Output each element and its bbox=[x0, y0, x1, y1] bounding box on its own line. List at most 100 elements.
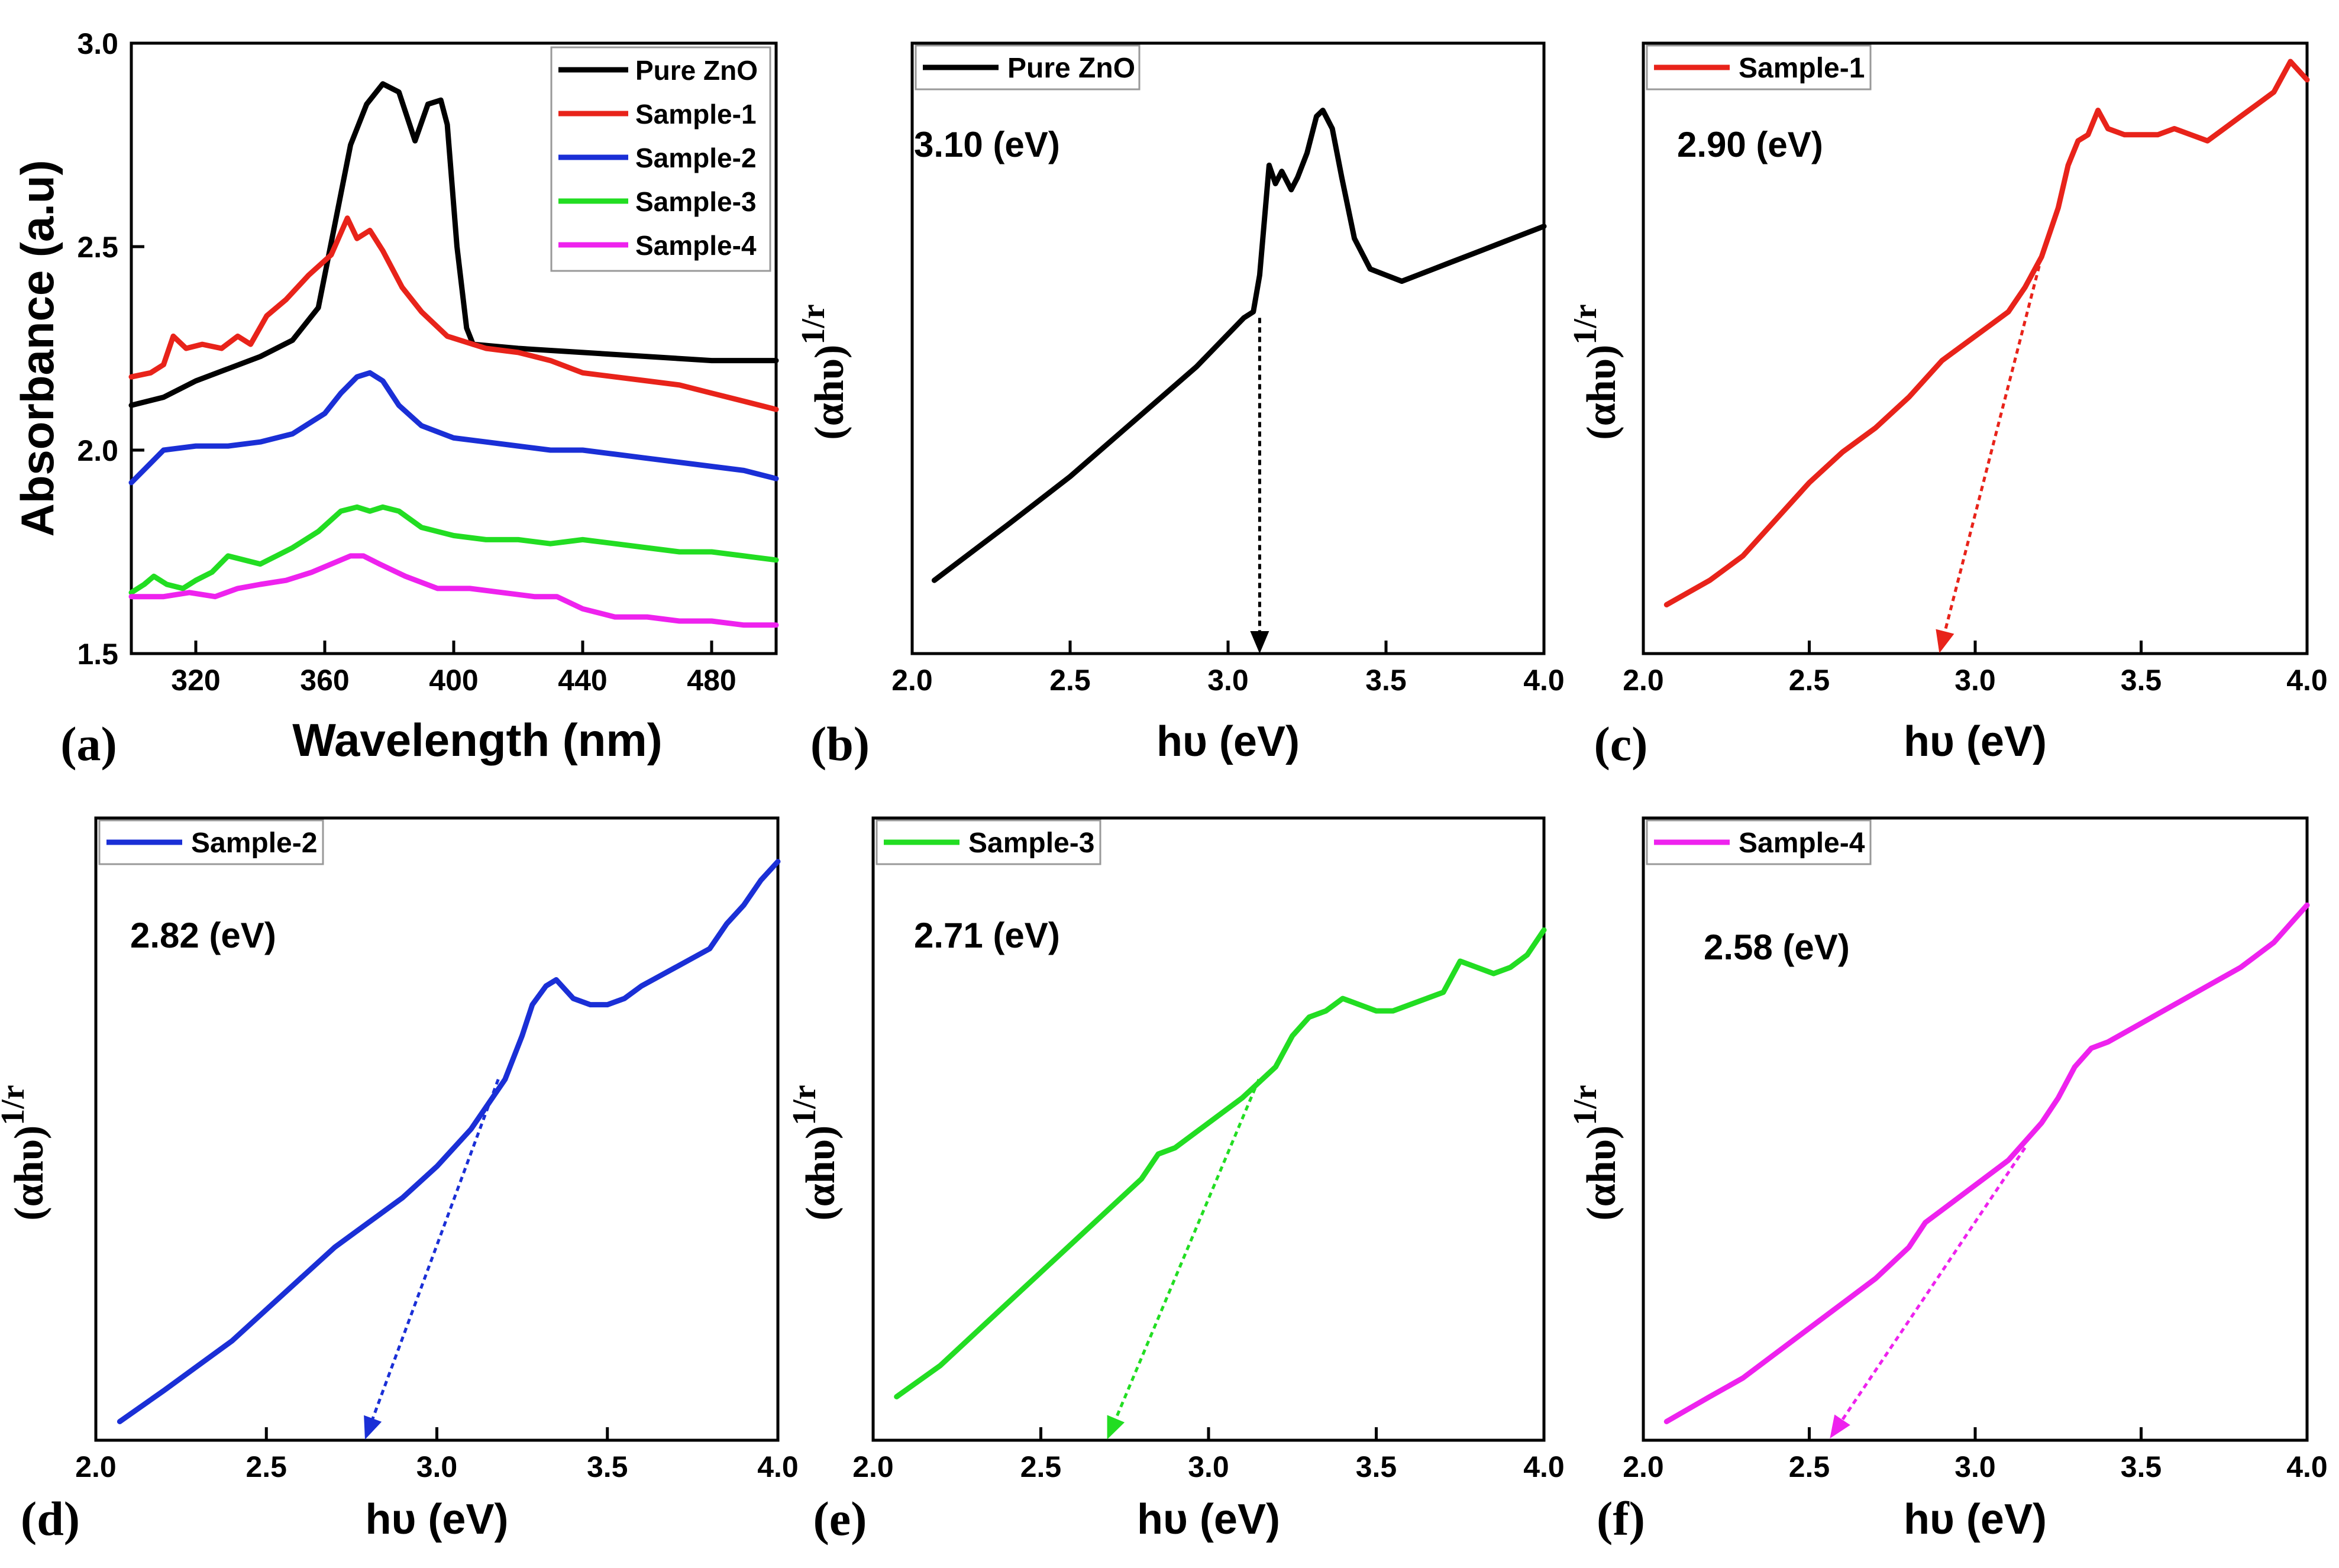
panel-a: 320 360 400 440 480 1.5 2.0 2.5 3.0 Pure ZnO Sampl… bbox=[11, 27, 779, 771]
x-tick-label: 2.5 bbox=[245, 1450, 287, 1483]
plot-frame bbox=[1642, 816, 2309, 1442]
y-axis-label-exponent: 1/r bbox=[786, 1085, 823, 1125]
legend-box bbox=[1646, 44, 1872, 90]
x-tick-label: 2.5 bbox=[1020, 1450, 1062, 1483]
series-line-sample-3 bbox=[894, 927, 1547, 1399]
x-axis-label: Wavelength (nm) bbox=[292, 714, 662, 766]
x-tick-label: 2.0 bbox=[75, 1450, 117, 1483]
legend-label: Sample-4 bbox=[635, 230, 757, 261]
x-axis-label: hυ (eV) bbox=[1156, 718, 1300, 765]
x-tick-label: 3.5 bbox=[1365, 664, 1407, 697]
series-line-sample-4 bbox=[128, 553, 779, 628]
series-line-pure-zno bbox=[931, 108, 1547, 583]
x-axis-label: hυ (eV) bbox=[366, 1496, 509, 1543]
x-tick-label: 3.5 bbox=[2121, 1450, 2162, 1483]
panel-label: (a) bbox=[60, 717, 117, 771]
y-axis-label-exponent: 1/r bbox=[1567, 1085, 1604, 1125]
x-tick-label: 440 bbox=[558, 664, 607, 697]
series-line-sample-3 bbox=[128, 504, 779, 596]
x-axis-label: hυ (eV) bbox=[1137, 1496, 1280, 1543]
legend-label: Sample-1 bbox=[1739, 53, 1865, 84]
x-tick-label: 2.0 bbox=[1623, 664, 1664, 697]
legend-label: Sample-2 bbox=[191, 827, 317, 859]
x-axis-label: hυ (eV) bbox=[1904, 718, 2047, 765]
panel-b: 2.0 2.5 3.0 3.5 4.0 3.10 (eV) Pure ZnO hυ (eV) (… bbox=[795, 41, 1565, 771]
y-axis-label-text: (αhυ)1/r bbox=[1567, 304, 1624, 439]
x-tick-label: 360 bbox=[300, 664, 349, 697]
y-tick-label: 3.0 bbox=[77, 27, 118, 60]
y-tick-label: 1.5 bbox=[77, 638, 118, 671]
x-tick-label: 4.0 bbox=[2286, 1450, 2328, 1483]
x-tick-label: 4.0 bbox=[1523, 664, 1565, 697]
y-axis-label-exponent: 1/r bbox=[795, 304, 832, 344]
tangent-arrowhead bbox=[1250, 631, 1269, 654]
y-axis-label-base: (αhυ) bbox=[1579, 345, 1624, 440]
tangent-line bbox=[367, 1078, 500, 1430]
x-tick-label: 4.0 bbox=[2286, 664, 2328, 697]
x-tick-label: 3.0 bbox=[1188, 1450, 1229, 1483]
x-tick-label: 2.0 bbox=[1623, 1450, 1664, 1483]
x-tick-label: 400 bbox=[429, 664, 478, 697]
panel-label: (c) bbox=[1594, 717, 1647, 771]
series-line-sample-1 bbox=[1663, 59, 2310, 607]
y-axis-label-base: (αhυ) bbox=[1579, 1126, 1624, 1221]
x-tick-label: 4.0 bbox=[1523, 1450, 1565, 1483]
y-axis-label: (αhυ)1/r bbox=[1567, 304, 1624, 439]
band-gap-label: 2.82 (eV) bbox=[130, 916, 276, 955]
panel-label: (f) bbox=[1597, 1492, 1645, 1546]
x-axis-label: hυ (eV) bbox=[1904, 1496, 2047, 1543]
y-axis-label: (αhυ)1/r bbox=[0, 1085, 52, 1220]
band-gap-label: 2.71 (eV) bbox=[914, 916, 1060, 955]
legend-label: Sample-4 bbox=[1739, 827, 1865, 859]
x-tick-label: 2.0 bbox=[891, 664, 933, 697]
x-tick-label: 2.5 bbox=[1789, 1450, 1830, 1483]
y-axis-label-exponent: 1/r bbox=[0, 1085, 31, 1125]
y-axis-label-text: (αhυ)1/r bbox=[786, 1085, 844, 1220]
legend-label: Sample-1 bbox=[635, 99, 757, 130]
x-tick-label: 3.0 bbox=[416, 1450, 458, 1483]
panel-c: 2.0 2.5 3.0 3.5 4.0 2.90 (eV) Sample-1 hυ (eV) (… bbox=[1567, 41, 2328, 771]
y-tick-label: 2.0 bbox=[77, 434, 118, 467]
series-line-sample-2 bbox=[128, 370, 779, 486]
y-axis-label-base: (αhυ) bbox=[7, 1126, 52, 1221]
x-tick-label: 3.5 bbox=[2121, 664, 2162, 697]
x-tick-label: 320 bbox=[171, 664, 220, 697]
band-gap-label: 2.90 (eV) bbox=[1677, 125, 1823, 164]
y-axis-label-text: (αhυ)1/r bbox=[1567, 1085, 1624, 1220]
tangent-arrowhead bbox=[1107, 1415, 1125, 1440]
panel-label: (d) bbox=[21, 1492, 80, 1546]
panel-f: 2.0 2.5 3.0 3.5 4.0 2.58 (eV) Sample-4 hυ (eV) (… bbox=[1567, 816, 2328, 1546]
panel-d: 2.0 2.5 3.0 3.5 4.0 2.82 (eV) Sample-2 hυ (eV) (… bbox=[0, 816, 799, 1546]
y-axis-label-text: (αhυ)1/r bbox=[795, 304, 852, 439]
x-tick-label: 480 bbox=[687, 664, 736, 697]
band-gap-label: 3.10 (eV) bbox=[914, 125, 1060, 164]
panel-label: (b) bbox=[810, 717, 870, 771]
y-tick-label: 2.5 bbox=[77, 231, 118, 264]
legend-label: Sample-3 bbox=[635, 186, 757, 217]
y-axis-label: (αhυ)1/r bbox=[795, 304, 852, 439]
legend-label: Sample-2 bbox=[635, 143, 757, 173]
tangent-line bbox=[1110, 1078, 1261, 1430]
tangent-line bbox=[1940, 256, 2043, 644]
x-tick-label: 2.5 bbox=[1789, 664, 1830, 697]
x-tick-label: 2.0 bbox=[852, 1450, 894, 1483]
legend-label: Pure ZnO bbox=[635, 55, 758, 86]
x-tick-label: 4.0 bbox=[757, 1450, 799, 1483]
x-tick-label: 2.5 bbox=[1049, 664, 1091, 697]
x-tick-label: 3.0 bbox=[1954, 1450, 1996, 1483]
x-tick-label: 3.5 bbox=[1356, 1450, 1397, 1483]
y-axis-label: (αhυ)1/r bbox=[1567, 1085, 1624, 1220]
legend-label: Pure ZnO bbox=[1007, 53, 1135, 84]
y-axis-label-exponent: 1/r bbox=[1567, 304, 1604, 344]
series-line-sample-4 bbox=[1663, 902, 2310, 1424]
y-axis-label: (αhυ)1/r bbox=[786, 1085, 844, 1220]
tangent-arrowhead bbox=[1830, 1414, 1850, 1438]
series-line-sample-2 bbox=[117, 859, 781, 1424]
tangent-arrowhead bbox=[1936, 629, 1954, 654]
band-gap-label: 2.58 (eV) bbox=[1704, 927, 1850, 967]
series-line-pure-zno bbox=[128, 81, 779, 408]
series-line-sample-1 bbox=[128, 215, 779, 412]
panel-label: (e) bbox=[813, 1492, 867, 1546]
tangent-arrowhead bbox=[364, 1415, 382, 1440]
